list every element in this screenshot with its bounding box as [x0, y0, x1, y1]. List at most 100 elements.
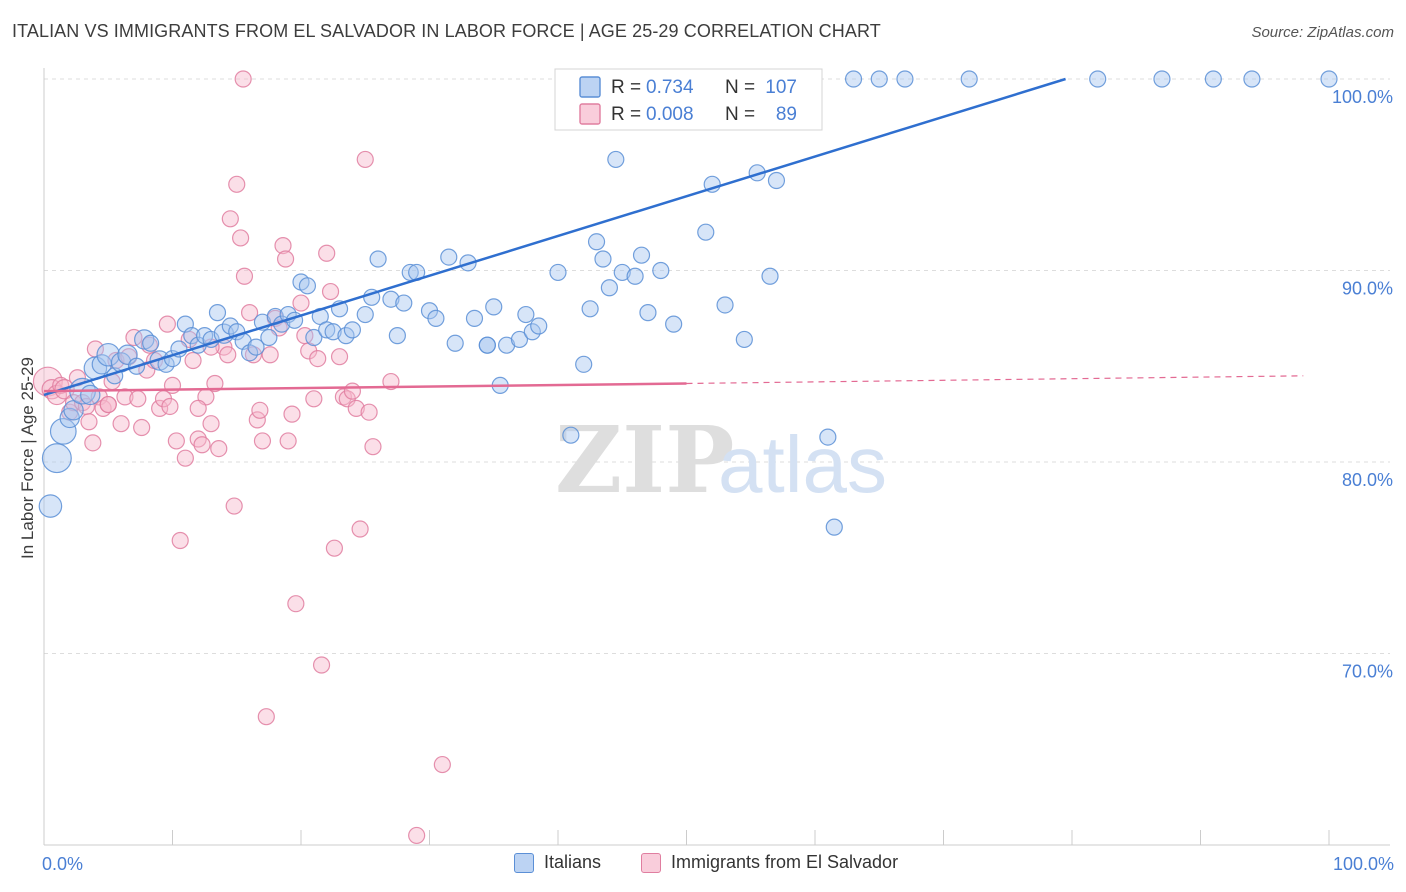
legend-n-value: 89	[776, 104, 797, 125]
italians-point	[80, 384, 101, 406]
el-salvador-point	[261, 346, 279, 364]
el-salvador-point	[235, 267, 254, 285]
el-salvador-point	[351, 520, 369, 538]
italians-point	[465, 309, 484, 327]
legend-n-value: 107	[765, 77, 797, 98]
el-salvador-point	[248, 411, 266, 429]
italians-point	[896, 70, 914, 88]
el-salvador-point	[171, 531, 189, 550]
el-salvador-point	[206, 374, 224, 393]
el-salvador-point	[274, 237, 292, 255]
el-salvador-point	[287, 595, 305, 613]
legend-swatch-el-salvador	[641, 852, 661, 873]
italians-point	[735, 330, 753, 349]
italians-point	[825, 518, 843, 536]
italians-point	[761, 267, 779, 285]
italians-point	[1089, 70, 1107, 88]
el-salvador-point	[356, 150, 374, 169]
italians-point	[38, 494, 63, 518]
el-salvador-point	[184, 351, 202, 370]
italians-point	[142, 334, 160, 352]
el-salvador-point	[225, 497, 243, 515]
el-salvador-point	[382, 372, 400, 391]
italians-point	[594, 250, 612, 268]
legend-r-value: 0.734	[646, 77, 694, 98]
el-salvador-point	[283, 405, 301, 423]
italians-point	[639, 304, 657, 322]
italians-point	[221, 317, 239, 335]
axis-layer: 100.0% 90.0% 80.0% 70.0% 0.0% 100.0%	[42, 68, 1394, 874]
legend-r-label: R =	[611, 104, 641, 125]
italians-point	[343, 321, 361, 339]
legend-swatch-italians	[514, 852, 534, 873]
el-salvador-point	[347, 399, 365, 417]
italians-point	[49, 417, 77, 445]
el-salvador-point	[161, 397, 179, 416]
legend-label-el-salvador: Immigrants from El Salvador	[671, 852, 899, 872]
el-salvador-point	[241, 304, 259, 322]
el-salvador-point	[219, 346, 237, 364]
italians-point	[530, 317, 548, 335]
legend-item-italians: Italians	[514, 852, 601, 873]
legend-n-label: N =	[725, 77, 755, 98]
x-tick-label-left: 0.0%	[42, 854, 83, 874]
italians-point	[613, 263, 631, 282]
el-salvador-point	[305, 390, 323, 408]
italians-point	[1153, 70, 1171, 88]
italians-points	[38, 70, 1338, 536]
el-salvador-point	[80, 413, 98, 431]
el-salvador-point	[309, 349, 327, 368]
italians-point	[382, 290, 400, 308]
el-salvador-point	[151, 399, 169, 417]
italians-point	[298, 277, 317, 295]
italians-point	[446, 334, 464, 352]
el-salvador-points	[32, 70, 451, 845]
el-salvador-point	[84, 434, 102, 452]
italians-point	[337, 327, 355, 345]
el-salvador-point	[253, 432, 272, 450]
el-salvador-trend-extension	[686, 375, 1304, 385]
italians-point	[819, 428, 837, 446]
el-salvador-point	[251, 401, 269, 419]
el-salvador-point	[167, 432, 185, 450]
trend-lines	[43, 77, 1304, 397]
el-salvador-point	[228, 175, 246, 193]
el-salvador-point	[279, 432, 297, 450]
el-salvador-point	[433, 755, 451, 774]
el-salvador-point	[210, 439, 228, 458]
el-salvador-point	[276, 250, 295, 268]
el-salvador-point	[99, 395, 117, 414]
italians-point	[652, 261, 670, 280]
italians-point	[607, 150, 625, 169]
el-salvador-point	[158, 315, 176, 333]
italians-point	[562, 426, 580, 444]
legend-n-label: N =	[725, 104, 755, 125]
el-salvador-point	[176, 449, 194, 467]
italians-point	[1243, 70, 1261, 88]
italians-point	[960, 70, 978, 88]
italians-point	[716, 296, 734, 314]
italians-trend-line	[43, 77, 1066, 397]
italians-point	[356, 305, 374, 324]
y-tick-label: 70.0%	[1342, 662, 1393, 682]
el-salvador-point	[129, 390, 147, 408]
correlation-legend: R = 0.734 N = 107 R = 0.008 N = 89	[554, 68, 823, 131]
el-salvador-point	[232, 229, 250, 247]
el-salvador-point	[64, 394, 83, 412]
el-salvador-point	[163, 376, 182, 394]
grid-layer	[44, 78, 1390, 654]
italians-point	[427, 309, 445, 327]
italians-point	[369, 250, 387, 268]
italians-point	[626, 267, 644, 285]
el-salvador-point	[318, 244, 336, 262]
italians-point	[485, 298, 503, 316]
italians-point	[208, 304, 227, 322]
legend-r-value: 0.008	[646, 104, 694, 125]
italians-point	[1320, 70, 1338, 88]
italians-point	[1204, 70, 1222, 88]
chart-title: ITALIAN VS IMMIGRANTS FROM EL SALVADOR I…	[12, 21, 881, 41]
watermark-zip: ZIP	[555, 406, 734, 514]
italians-point	[517, 305, 535, 324]
italians-point	[549, 263, 567, 282]
italians-point	[581, 300, 599, 318]
